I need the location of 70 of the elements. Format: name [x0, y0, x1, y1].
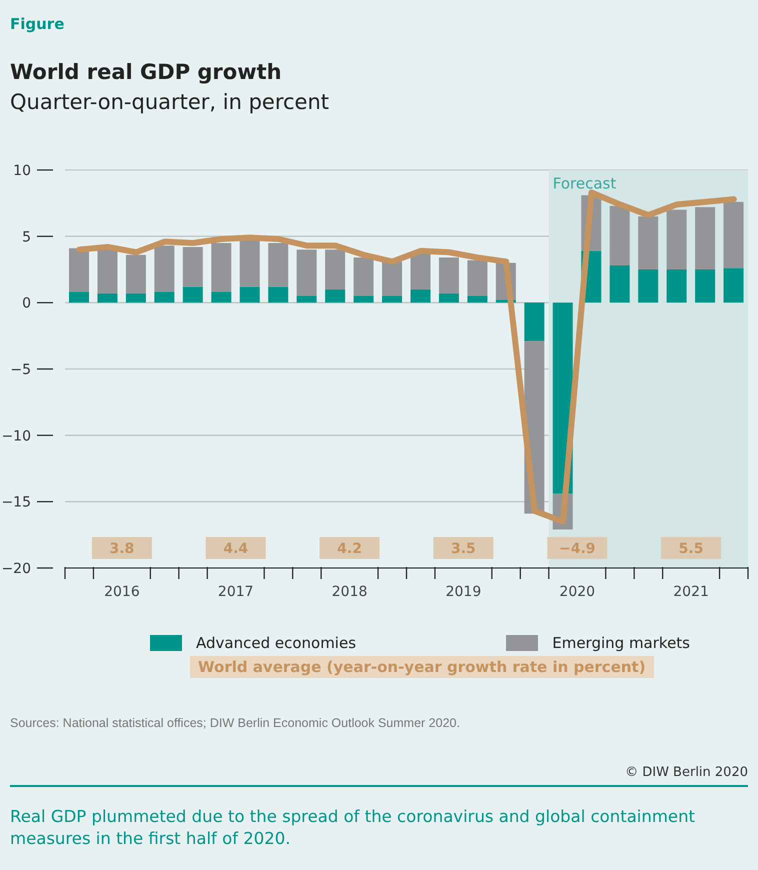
text: © DIW Berlin 2020 — [625, 765, 748, 780]
x-tick-label: 2017 — [218, 584, 254, 600]
source-note: Sources: National statistical offices; DIW Berlin Economic Outlook Summer 2020. — [10, 716, 460, 730]
bar — [296, 250, 317, 296]
y-tick-label: −20 — [1, 561, 31, 577]
bar — [638, 216, 658, 270]
bar — [154, 292, 174, 303]
bar — [695, 270, 716, 303]
bar — [524, 302, 544, 342]
bar — [240, 240, 260, 287]
y-tick-label: −15 — [1, 494, 31, 511]
bar — [467, 296, 488, 303]
text: Real GDP plummeted due to the spread of the coronavirus and global containment measures in the first half of 2020. — [10, 806, 696, 850]
bar — [182, 246, 203, 287]
bar — [666, 210, 687, 270]
bar — [268, 242, 288, 287]
bar — [638, 270, 658, 303]
bar — [438, 293, 459, 303]
annotation: 4.2 — [337, 541, 362, 557]
x-tick-label: 2021 — [673, 584, 709, 600]
bar — [154, 246, 174, 292]
legend-label: Emerging markets — [552, 634, 690, 652]
y-tick-label: 5 — [22, 229, 31, 246]
annotation: 3.8 — [110, 541, 134, 557]
text: World average (year-on-year growth rate in percent) — [190, 656, 654, 678]
y-tick-label: 0 — [22, 296, 31, 312]
chart-subtitle: Quarter-on-quarter, in percent — [10, 90, 330, 114]
band-label: Forecast — [552, 174, 616, 193]
bar — [325, 250, 346, 290]
y-tick-label: −10 — [1, 428, 31, 444]
bar — [69, 248, 89, 292]
bar — [268, 286, 288, 303]
bar — [410, 289, 430, 303]
chart-title: World real GDP growth — [10, 60, 282, 84]
x-tick-label: 2016 — [104, 584, 140, 600]
bar — [382, 296, 402, 303]
bar — [211, 242, 232, 292]
bar — [126, 293, 146, 303]
x-tick-label: 2020 — [559, 584, 596, 600]
bar — [296, 296, 317, 303]
bar — [240, 286, 260, 303]
bar — [382, 262, 402, 296]
bar — [97, 250, 118, 294]
bar — [610, 266, 630, 303]
bar — [467, 260, 488, 296]
x-tick-label: 2018 — [332, 584, 368, 600]
bar — [695, 207, 716, 270]
y-tick-label: 10 — [13, 163, 31, 179]
bar — [410, 252, 430, 290]
bar — [610, 206, 630, 266]
bar — [211, 292, 232, 303]
bar — [325, 289, 346, 303]
bar — [438, 258, 459, 294]
x-tick-label: 2019 — [446, 584, 482, 600]
bar — [182, 286, 203, 303]
annotation: −4.9 — [558, 541, 596, 557]
y-tick-label: −5 — [10, 362, 31, 378]
bar — [354, 296, 374, 303]
bar — [666, 270, 687, 303]
bar — [69, 292, 89, 303]
annotation: 4.4 — [223, 541, 248, 557]
text: Figure — [10, 15, 64, 33]
bar — [724, 202, 744, 268]
annotation: 5.5 — [678, 541, 704, 557]
bar — [724, 268, 744, 303]
bar — [126, 254, 146, 294]
annotation: 3.5 — [451, 541, 476, 557]
bar — [97, 293, 118, 303]
bar — [354, 258, 374, 296]
legend-label: Advanced economies — [196, 634, 356, 652]
